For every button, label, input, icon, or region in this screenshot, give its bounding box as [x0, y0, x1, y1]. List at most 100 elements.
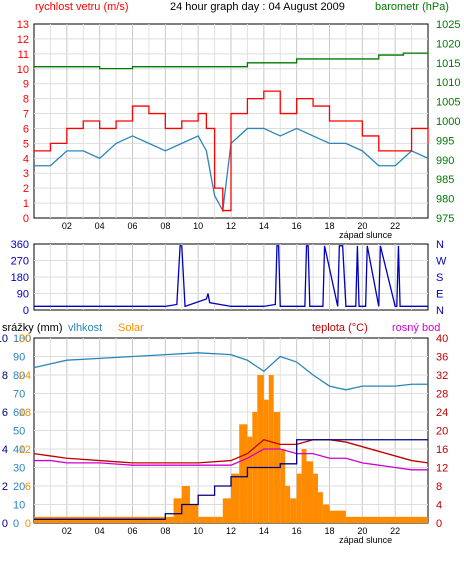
x-tick-label: 02: [62, 221, 72, 231]
x-tick-label: 22: [390, 526, 400, 536]
solar-bar: [301, 449, 307, 523]
direction-y-tick: 180: [11, 272, 29, 284]
x-tick-label: 14: [259, 526, 269, 536]
solar-y-tick: 30: [19, 333, 31, 345]
direction-y-tick: 360: [11, 239, 29, 251]
dewpoint-line: [34, 448, 428, 471]
compass-y-tick: N: [436, 239, 444, 251]
x-tick-label: 16: [292, 221, 302, 231]
temperature-y-tick: 32: [436, 370, 448, 382]
solar-bar: [263, 399, 269, 523]
barometer-label: barometr (hPa): [375, 1, 449, 13]
sunset-label: západ slunce: [339, 230, 392, 240]
humidity-line: [33, 352, 428, 391]
wind-speed-label: rychlost vetru (m/s): [35, 1, 129, 13]
x-tick-label: 12: [226, 526, 236, 536]
compass-y-tick: W: [436, 256, 447, 268]
solar-bar: [313, 473, 319, 523]
chart-title: 24 hour graph day : 04 August 2009: [170, 1, 345, 13]
x-tick-label: 22: [390, 221, 400, 231]
baro-y-tick: 1015: [436, 58, 460, 70]
solar-bar: [306, 461, 314, 523]
rain-y-tick: 10: [0, 333, 8, 345]
rain-y-tick: 0: [2, 518, 8, 530]
direction-y-tick: 270: [11, 256, 29, 268]
wind-y-tick: 13: [17, 19, 29, 31]
humidity-y-tick: 70: [13, 389, 25, 401]
dewpoint-label: rosný bod: [392, 322, 440, 334]
baro-y-tick: 975: [436, 213, 454, 225]
x-tick-label: 20: [357, 221, 367, 231]
direction-y-tick: 0: [23, 305, 29, 317]
wind-y-tick: 11: [18, 49, 29, 61]
compass-y-tick: N: [436, 305, 444, 317]
solar-bar: [239, 424, 248, 523]
x-tick-label: 10: [193, 221, 203, 231]
solar-y-tick: 6: [25, 481, 31, 493]
wind-y-tick: 9: [23, 79, 29, 91]
solar-y-tick: 12: [19, 444, 31, 456]
wind-y-tick: 4: [23, 153, 29, 165]
solar-y-tick: 18: [19, 407, 31, 419]
solar-bar: [285, 486, 291, 523]
solar-bar: [318, 492, 323, 523]
solar-bar: [222, 498, 231, 523]
solar-bar: [165, 516, 174, 523]
temperature-label: teplota (°C): [312, 322, 368, 334]
x-tick-label: 02: [62, 526, 72, 536]
solar-bar: [231, 473, 240, 523]
humidity-y-tick: 20: [13, 481, 25, 493]
solar-bar: [189, 504, 199, 523]
rain-label: srážky (mm): [2, 322, 63, 334]
solar-bar: [362, 516, 396, 523]
x-tick-label: 12: [226, 221, 236, 231]
temperature-y-tick: 20: [436, 426, 448, 438]
solar-bar: [173, 498, 182, 523]
barometer-line: [34, 52, 429, 70]
solar-bar: [322, 504, 330, 523]
temperature-y-tick: 24: [436, 407, 448, 419]
rain-y-tick: 2: [2, 481, 8, 493]
direction-y-tick: 90: [17, 289, 29, 301]
baro-y-tick: 990: [436, 155, 454, 167]
wind-y-tick: 1: [23, 198, 29, 210]
rain-y-tick: 6: [2, 407, 8, 419]
solar-bar: [290, 498, 297, 523]
humidity-y-tick: 100: [13, 333, 31, 345]
humidity-label: vlhkost: [68, 322, 102, 334]
sunset-label: západ slunce: [339, 535, 392, 545]
temperature-y-tick: 0: [436, 518, 442, 530]
wind-y-tick: 5: [23, 138, 29, 150]
baro-y-tick: 1025: [436, 19, 460, 31]
rain-y-tick: 8: [2, 370, 8, 382]
wind-y-tick: 0: [23, 213, 29, 225]
wind-y-tick: 7: [23, 109, 29, 121]
humidity-y-tick: 90: [13, 352, 25, 364]
rain-line: [34, 439, 428, 520]
x-tick-label: 10: [193, 526, 203, 536]
x-tick-label: 06: [127, 221, 137, 231]
baro-y-tick: 1020: [436, 38, 460, 50]
baro-y-tick: 980: [436, 194, 454, 206]
environment-panel: 1086420100908070605040302010030241812604…: [0, 333, 448, 545]
wind-panel: 1312111098765432101025102010151010100510…: [17, 19, 461, 240]
x-tick-label: 18: [324, 221, 334, 231]
solar-bar: [345, 516, 363, 523]
humidity-y-tick: 50: [13, 426, 25, 438]
temperature-line: [33, 439, 429, 464]
solar-y-tick: 24: [19, 370, 31, 382]
wind-speed-line: [34, 90, 429, 212]
x-tick-label: 08: [160, 526, 170, 536]
solar-bar: [247, 436, 253, 523]
wind-y-tick: 12: [17, 34, 29, 46]
temperature-y-tick: 8: [436, 481, 442, 493]
humidity-y-tick: 30: [13, 463, 25, 475]
x-tick-label: 04: [95, 526, 105, 536]
temperature-y-tick: 28: [436, 389, 448, 401]
x-tick-label: 16: [292, 526, 302, 536]
wind-y-tick: 10: [17, 64, 29, 76]
wind-y-tick: 2: [23, 183, 29, 195]
baro-y-tick: 985: [436, 174, 454, 186]
solar-bar: [280, 449, 286, 523]
